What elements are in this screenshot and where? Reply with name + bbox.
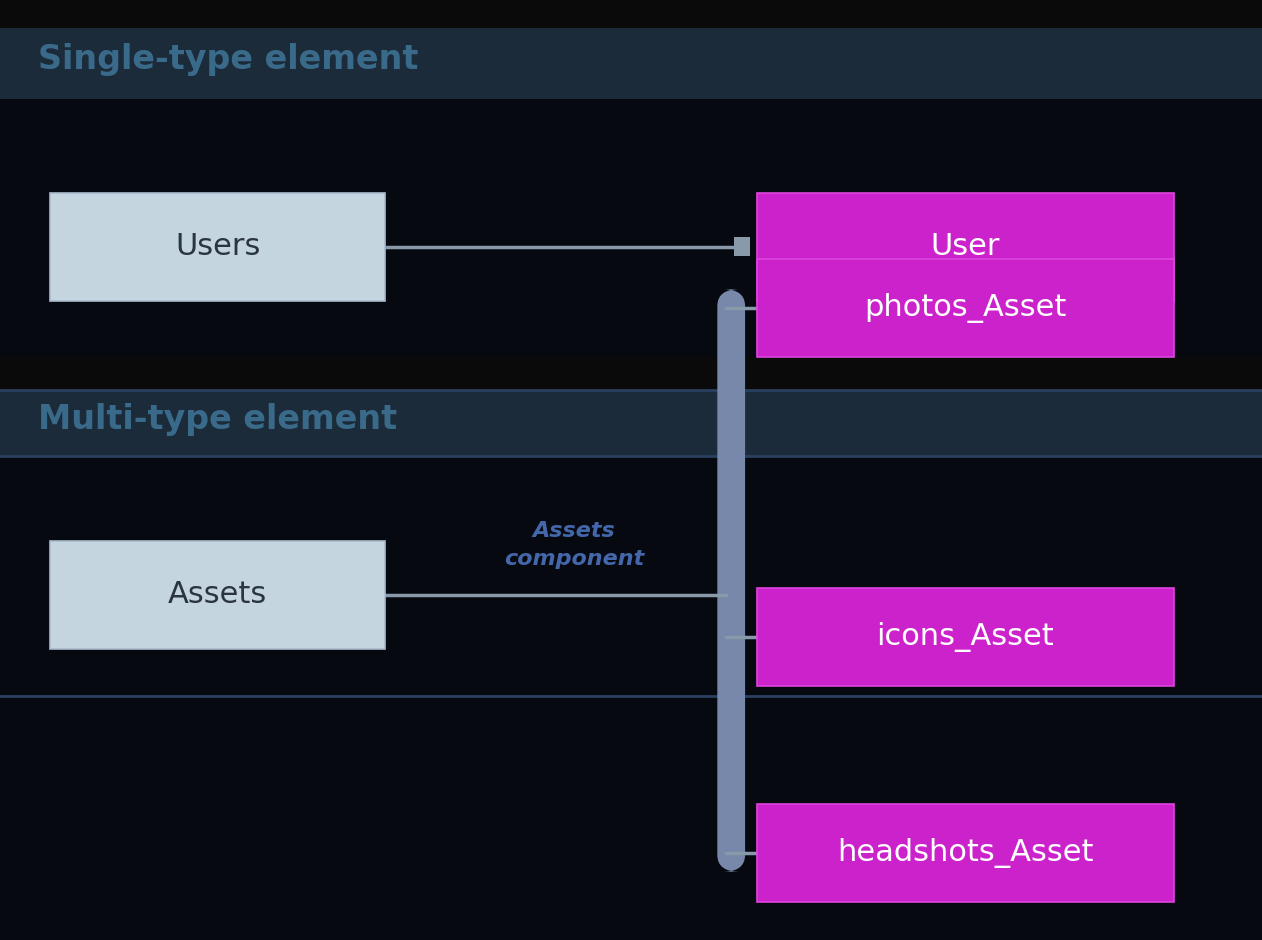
Text: User: User [930,232,1001,261]
Text: Users: Users [175,232,260,261]
Text: icons_Asset: icons_Asset [877,622,1054,651]
Bar [50,540,385,649]
Bar [0,28,1262,99]
Text: Assets: Assets [168,580,268,609]
Text: Multi-type element: Multi-type element [38,403,398,436]
Bar [757,193,1174,301]
Bar [757,588,1174,686]
Text: headshots_Asset: headshots_Asset [837,838,1094,868]
Bar [50,193,385,301]
FancyBboxPatch shape [717,290,745,872]
Bar [734,238,750,257]
Bar [757,804,1174,902]
Text: Assets: Assets [533,521,616,541]
Text: component: component [504,549,645,570]
Text: Single-type element: Single-type element [38,43,418,76]
Bar [0,456,1262,940]
Bar [757,258,1174,357]
Text: photos_Asset: photos_Asset [864,293,1066,322]
Bar [0,99,1262,357]
Bar [0,390,1262,456]
